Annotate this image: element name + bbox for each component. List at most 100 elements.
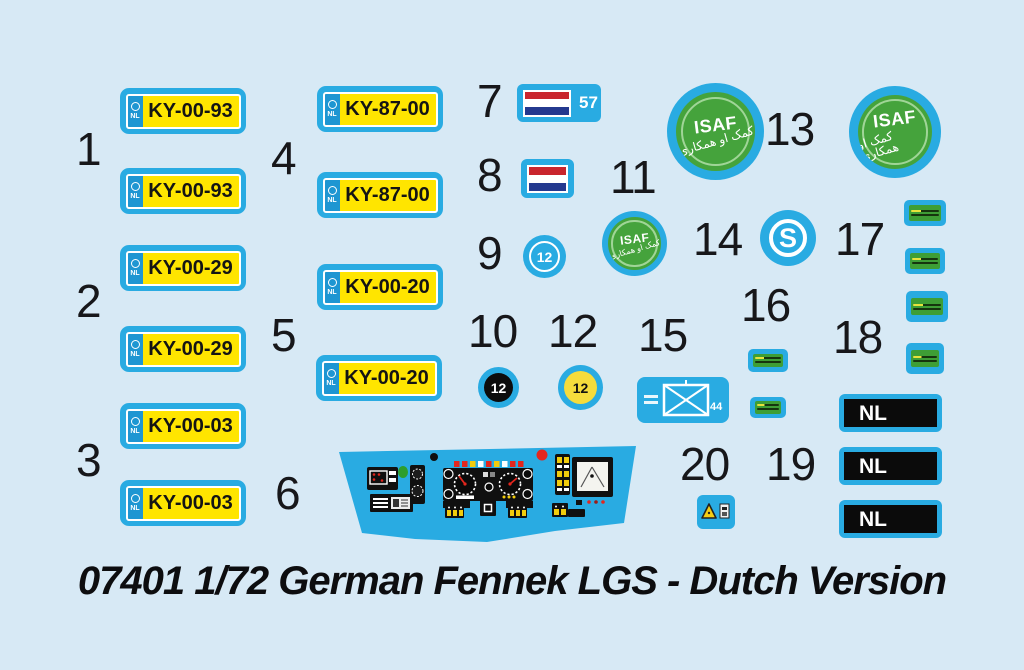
- eu-band: NL: [324, 179, 340, 211]
- nl-black-field: NL: [844, 399, 937, 427]
- dutch-flag-57-decal: 57: [517, 84, 601, 122]
- disc-ring-icon: [529, 241, 560, 272]
- dutch-flag-icon: [527, 164, 568, 193]
- license-plate-decal: NL KY-00-93: [120, 88, 246, 134]
- speed-disc-black: 12: [478, 367, 519, 408]
- plate-registration: KY-00-29: [148, 256, 233, 279]
- disc-yellow-face: [564, 371, 597, 404]
- plate-registration: KY-00-03: [148, 414, 233, 437]
- isaf-ring-icon: [611, 220, 658, 267]
- license-plate-decal: NL KY-00-03: [120, 480, 246, 526]
- isaf-badge-large: ISAF کمک او همکاری: [667, 83, 764, 180]
- eu-country-code: NL: [130, 193, 140, 200]
- license-plate-decal: NL KY-87-00: [317, 86, 443, 132]
- eu-band: NL: [127, 487, 143, 519]
- license-plate-decal: NL KY-00-29: [120, 245, 246, 291]
- eu-country-code: NL: [130, 113, 140, 120]
- eu-band: NL: [324, 271, 340, 303]
- micro-text-icon: [754, 401, 782, 414]
- sheet-title: 07401 1/72 German Fennek LGS - Dutch Ver…: [77, 559, 947, 603]
- item-number-19: 19: [766, 438, 816, 490]
- green-service-label: [904, 200, 946, 226]
- plate-registration: KY-87-00: [345, 97, 430, 120]
- plate-face: NL KY-87-00: [322, 91, 438, 127]
- eu-stars-icon: [130, 102, 140, 111]
- license-plate-decal: NL KY-00-20: [316, 355, 442, 401]
- micro-text-icon: [910, 349, 940, 368]
- flag-number: 57: [579, 93, 598, 112]
- item-number-3: 3: [76, 434, 102, 486]
- plate-registration: KY-00-93: [148, 99, 233, 122]
- plate-registration: KY-00-20: [344, 366, 429, 389]
- item-number-20: 20: [680, 438, 730, 490]
- item-number-17: 17: [835, 213, 885, 265]
- license-plate-decal: NL KY-00-03: [120, 403, 246, 449]
- license-plate-decal: NL KY-87-00: [317, 172, 443, 218]
- bridge-sign-icon: [644, 380, 710, 417]
- eu-country-code: NL: [327, 197, 337, 204]
- eu-stars-icon: [327, 100, 337, 109]
- nl-black-field: NL: [844, 505, 937, 533]
- isaf-badge-large: ISAF کمک او همکاری: [849, 86, 941, 178]
- s-letter: S: [778, 222, 797, 253]
- dutch-flag-decal: [521, 159, 574, 198]
- eu-stars-icon: [130, 340, 140, 349]
- plate-registration: KY-00-03: [148, 491, 233, 514]
- plate-registration: KY-00-93: [148, 179, 233, 202]
- item-number-7: 7: [477, 75, 503, 127]
- bridge-class-decal: 44: [637, 377, 729, 423]
- dutch-flag-icon: [523, 89, 571, 117]
- item-number-12: 12: [548, 305, 598, 357]
- eu-band: NL: [127, 175, 143, 207]
- eu-country-code: NL: [130, 351, 140, 358]
- item-number-14: 14: [693, 213, 743, 265]
- eu-band: NL: [127, 95, 143, 127]
- nl-marking-decal: NL: [839, 394, 942, 432]
- eu-stars-icon: [130, 417, 140, 426]
- plate-face: NL KY-00-03: [125, 485, 241, 521]
- speed-disc-yellow: 12: [558, 365, 603, 410]
- plate-face: NL KY-00-20: [322, 269, 438, 305]
- item-number-6: 6: [275, 467, 301, 519]
- item-number-4: 4: [271, 132, 297, 184]
- instrument-panel-decal: [339, 446, 636, 542]
- disc-number: 12: [536, 248, 553, 265]
- item-number-5: 5: [271, 309, 297, 361]
- item-number-16: 16: [741, 279, 791, 331]
- disc-number: 12: [490, 379, 507, 396]
- eu-stars-icon: [130, 494, 140, 503]
- warning-triangle-icon: [701, 503, 730, 519]
- eu-stars-icon: [327, 278, 337, 287]
- isaf-ring-icon: [680, 96, 751, 167]
- plate-registration: KY-00-20: [345, 275, 430, 298]
- eu-band: NL: [127, 410, 143, 442]
- license-plate-decal: NL KY-00-29: [120, 326, 246, 372]
- green-service-label: [905, 248, 945, 274]
- eu-band: NL: [127, 252, 143, 284]
- micro-text-icon: [910, 253, 940, 269]
- warning-label-decal: [697, 495, 735, 529]
- eu-stars-icon: [130, 259, 140, 268]
- nl-black-field: NL: [844, 452, 937, 480]
- micro-text-icon: [753, 353, 783, 368]
- item-number-13: 13: [765, 103, 815, 155]
- plate-face: NL KY-00-93: [125, 173, 241, 209]
- isaf-green-disc: ISAF کمک او همکاری: [857, 94, 933, 170]
- item-number-2: 2: [76, 275, 102, 327]
- eu-stars-icon: [130, 182, 140, 191]
- plate-face: NL KY-00-03: [125, 408, 241, 444]
- isaf-green-disc: ISAF کمک او همکاری: [676, 92, 755, 171]
- disc-black-face: [484, 373, 513, 402]
- plate-registration: KY-00-29: [148, 337, 233, 360]
- item-number-10: 10: [468, 305, 518, 357]
- eu-country-code: NL: [130, 428, 140, 435]
- nl-text: NL: [859, 507, 887, 531]
- eu-country-code: NL: [326, 380, 336, 387]
- green-service-label: [748, 349, 788, 372]
- nl-text: NL: [859, 401, 887, 425]
- item-number-1: 1: [76, 123, 102, 175]
- isaf-ring-icon: [862, 99, 928, 165]
- nl-marking-decal: NL: [839, 500, 942, 538]
- eu-country-code: NL: [130, 270, 140, 277]
